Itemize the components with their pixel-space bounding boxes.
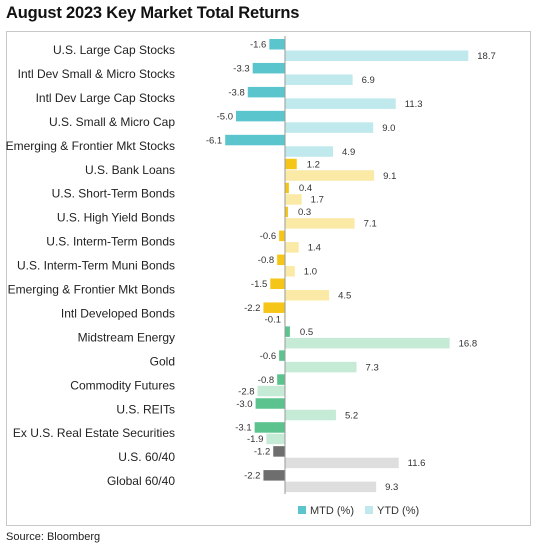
ytd-value-label: 4.9 xyxy=(342,147,355,158)
ytd-bar xyxy=(285,122,373,133)
ytd-bar xyxy=(285,146,333,157)
ytd-bar xyxy=(285,482,376,493)
mtd-bar xyxy=(285,183,289,194)
mtd-value-label: -3.3 xyxy=(233,63,249,74)
source-note: Source: Bloomberg xyxy=(6,531,100,543)
category-label: Intl Developed Bonds xyxy=(61,306,175,320)
ytd-value-label: 11.3 xyxy=(405,99,423,110)
ytd-value-label: 16.8 xyxy=(459,338,478,349)
ytd-value-label: 9.3 xyxy=(385,482,398,493)
ytd-bar xyxy=(285,458,399,469)
mtd-value-label: 1.2 xyxy=(307,159,320,170)
mtd-bar xyxy=(263,302,285,313)
ytd-bar xyxy=(285,266,295,277)
mtd-value-label: 0.5 xyxy=(300,327,313,338)
ytd-value-label: -1.9 xyxy=(247,434,263,445)
ytd-bar xyxy=(285,290,329,301)
ytd-value-label: 18.7 xyxy=(477,51,496,62)
mtd-bar xyxy=(285,159,297,170)
mtd-value-label: -3.8 xyxy=(228,87,244,98)
mtd-bar xyxy=(253,63,285,73)
legend-swatch-mtd xyxy=(298,506,306,514)
ytd-bar xyxy=(285,338,450,349)
ytd-value-label: -0.1 xyxy=(265,314,281,325)
mtd-value-label: -5.0 xyxy=(217,111,233,122)
mtd-value-label: -0.8 xyxy=(258,375,274,386)
category-label: U.S. Small & Micro Cap xyxy=(49,115,175,129)
mtd-bar xyxy=(236,111,285,122)
mtd-bar xyxy=(279,231,285,242)
mtd-value-label: -1.5 xyxy=(251,279,267,290)
mtd-value-label: -0.6 xyxy=(260,351,276,362)
ytd-bar xyxy=(285,98,396,109)
ytd-value-label: 5.2 xyxy=(345,410,358,421)
ytd-value-label: 1.7 xyxy=(311,195,324,206)
mtd-bar xyxy=(279,350,285,361)
mtd-value-label: -0.8 xyxy=(258,255,274,266)
category-label: Global 60/40 xyxy=(107,474,175,488)
ytd-value-label: -2.8 xyxy=(238,386,254,397)
mtd-value-label: -2.2 xyxy=(244,303,260,314)
category-label: Ex U.S. Real Estate Securities xyxy=(13,426,175,440)
ytd-value-label: 7.1 xyxy=(364,219,377,230)
ytd-value-label: 6.9 xyxy=(362,75,375,86)
category-label: U.S. Bank Loans xyxy=(85,163,175,177)
mtd-value-label: -2.2 xyxy=(244,471,260,482)
category-label: U.S. 60/40 xyxy=(118,450,175,464)
mtd-bar xyxy=(248,87,285,98)
mtd-bar xyxy=(277,374,285,385)
mtd-value-label: 0.3 xyxy=(298,207,311,218)
mtd-bar xyxy=(285,326,290,337)
mtd-bar xyxy=(225,135,285,146)
mtd-bar xyxy=(277,255,285,265)
mtd-value-label: -3.1 xyxy=(235,423,251,434)
category-label: U.S. REITs xyxy=(116,402,175,416)
ytd-bar xyxy=(285,194,302,205)
category-label: U.S. Large Cap Stocks xyxy=(53,43,175,57)
ytd-value-label: 9.1 xyxy=(383,171,396,182)
legend-label-ytd: YTD (%) xyxy=(377,505,419,517)
ytd-bar xyxy=(285,74,353,85)
ytd-value-label: 1.0 xyxy=(304,267,317,278)
ytd-bar xyxy=(285,362,357,373)
category-label: U.S. Interm-Term Bonds xyxy=(46,235,175,249)
ytd-value-label: 4.5 xyxy=(338,291,351,302)
category-label: Emerging & Frontier Mkt Bonds xyxy=(8,283,175,297)
mtd-value-label: -1.6 xyxy=(250,40,266,51)
mtd-bar xyxy=(269,39,285,50)
mtd-value-label: -0.6 xyxy=(260,231,276,242)
ytd-bar xyxy=(285,242,299,253)
ytd-value-label: 1.4 xyxy=(308,243,321,254)
mtd-bar xyxy=(255,422,285,433)
legend-swatch-ytd xyxy=(365,506,373,514)
category-label: Midstream Energy xyxy=(78,330,175,344)
ytd-value-label: 9.0 xyxy=(382,123,395,134)
category-label: U.S. Short-Term Bonds xyxy=(52,187,175,201)
mtd-bar xyxy=(256,398,285,409)
mtd-bar xyxy=(263,470,285,481)
ytd-value-label: 11.6 xyxy=(408,458,426,469)
ytd-bar xyxy=(285,170,374,181)
mtd-bar xyxy=(273,446,285,457)
category-label: Intl Dev Small & Micro Stocks xyxy=(18,67,175,81)
ytd-bar xyxy=(285,410,336,421)
mtd-value-label: -1.2 xyxy=(254,447,270,458)
category-label: U.S. Interm-Term Muni Bonds xyxy=(17,259,175,273)
legend-label-mtd: MTD (%) xyxy=(310,505,354,517)
ytd-bar xyxy=(285,51,468,62)
mtd-bar xyxy=(270,279,285,290)
category-label: Emerging & Frontier Mkt Stocks xyxy=(6,139,175,153)
category-label: Gold xyxy=(150,354,175,368)
mtd-value-label: -3.0 xyxy=(236,399,252,410)
ytd-bar xyxy=(285,218,355,229)
ytd-bar xyxy=(258,386,285,397)
mtd-value-label: -6.1 xyxy=(206,135,222,146)
category-label: Commodity Futures xyxy=(70,378,175,392)
ytd-bar xyxy=(266,434,285,445)
category-label: Intl Dev Large Cap Stocks xyxy=(36,91,175,105)
ytd-value-label: 7.3 xyxy=(366,362,379,373)
category-label: U.S. High Yield Bonds xyxy=(57,211,175,225)
mtd-value-label: 0.4 xyxy=(299,183,312,194)
